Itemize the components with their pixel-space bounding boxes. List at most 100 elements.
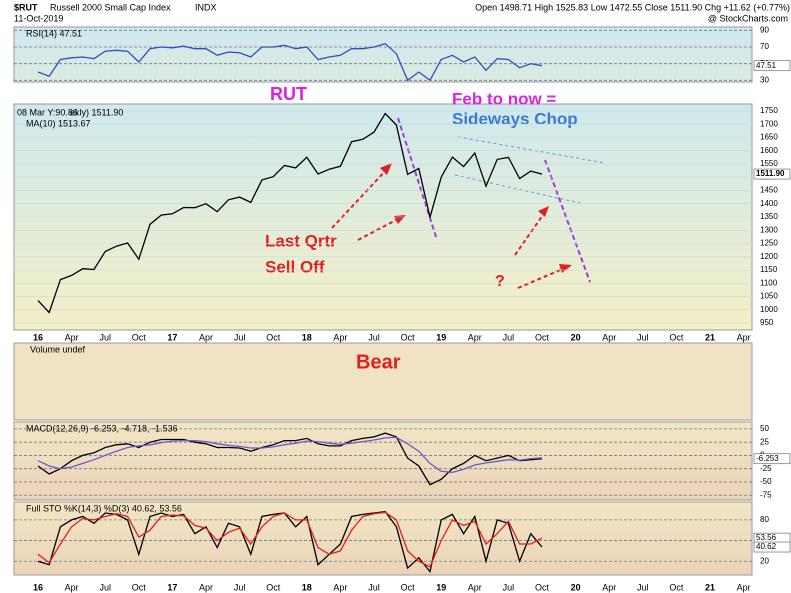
index-name: Russell 2000 Small Cap Index [50, 2, 171, 12]
x-tick-label: 17 [167, 332, 177, 342]
arrows [331, 163, 572, 289]
x-tick-label: Oct [669, 582, 684, 592]
data-line [37, 42, 543, 82]
data-line [37, 436, 543, 474]
exchange: INDX [195, 2, 217, 12]
x-tick-label: 18 [302, 332, 312, 342]
y-tick-label: 1350 [760, 212, 778, 221]
last-value-label: 47.51 [756, 61, 777, 70]
panel-label: MACD(12,26,9) -6.253, -4.718, -1.536 [26, 423, 178, 433]
x-tick-label: Oct [535, 582, 550, 592]
x-tick-label: 20 [571, 582, 581, 592]
trend-lines [397, 117, 591, 283]
x-tick-label: Oct [669, 332, 684, 342]
x-tick-label: Apr [737, 582, 751, 592]
x-tick-label: 20 [571, 332, 581, 342]
annotation: Last Qrtr [265, 231, 337, 250]
y-tick-label: 50 [760, 424, 769, 433]
sto-panel [13, 501, 753, 576]
x-tick-label: Jul [234, 332, 246, 342]
data-line [37, 510, 543, 574]
x-tick-label: 21 [705, 332, 715, 342]
data-line [37, 112, 543, 314]
x-tick-label: Apr [65, 582, 79, 592]
x-tick-label: Oct [401, 582, 416, 592]
source: @ StockCharts.com [708, 13, 788, 23]
y-tick-label: 20 [760, 556, 769, 565]
ma-label: MA(10) 1513.67 [26, 118, 91, 128]
x-tick-label: Apr [737, 332, 751, 342]
data-line [37, 511, 543, 568]
last-value-box [753, 453, 791, 465]
y-tick-label: 1700 [760, 119, 778, 128]
x-tick-label: Apr [65, 332, 79, 342]
y-tick-label: 25 [760, 437, 769, 446]
y-tick-label: 1550 [760, 159, 778, 168]
y-tick-label: 1300 [760, 225, 778, 234]
x-tick-label: Apr [602, 582, 616, 592]
y-tick-label: 1150 [760, 265, 778, 274]
last-value-label: -6.253 [756, 454, 779, 463]
y-tick-label: 1100 [760, 278, 778, 287]
y-tick-label: 1400 [760, 199, 778, 208]
y-tick-label: 70 [760, 42, 769, 51]
x-tick-label: Jul [368, 582, 380, 592]
panel-label: RSI(14) 47.51 [26, 28, 82, 38]
y-tick-label: 1450 [760, 186, 778, 195]
x-tick-label: Oct [132, 582, 147, 592]
x-tick-label: Apr [602, 332, 616, 342]
x-tick-label: 17 [167, 582, 177, 592]
annotation: RUT [270, 84, 307, 104]
x-tick-label: Oct [266, 332, 281, 342]
x-tick-label: Jul [368, 332, 380, 342]
y-tick-label: 1200 [760, 252, 778, 261]
overlay-label: 08 Mar Y:90.86 [17, 107, 78, 117]
y-tick-label: 1000 [760, 305, 778, 314]
x-tick-label: 16 [33, 332, 43, 342]
macd-panel [13, 421, 753, 501]
panel-label: Full STO %K(14,3) %D(3) 40.62, 53.56 [26, 503, 182, 513]
x-tick-label: Oct [132, 332, 147, 342]
volume-label: Volume undef [30, 344, 86, 354]
annotation: Sideways Chop [452, 109, 578, 128]
x-tick-label: Apr [333, 332, 347, 342]
y-tick-label: 30 [760, 75, 769, 84]
y-tick-label: 1250 [760, 239, 778, 248]
y-tick-label: 1750 [760, 106, 778, 115]
y-tick-label: -25 [760, 464, 772, 473]
y-tick-label: 1650 [760, 133, 778, 142]
last-value-box [753, 541, 791, 553]
annotation: Bear [356, 351, 401, 373]
x-tick-label: Apr [199, 582, 213, 592]
y-tick-label: 950 [760, 318, 774, 327]
last-value-label: 40.62 [756, 542, 777, 551]
quote: Open 1498.71 High 1525.83 Low 1472.55 Cl… [475, 2, 790, 12]
x-tick-label: Jul [99, 332, 111, 342]
y-tick-label: 1050 [760, 292, 778, 301]
x-tick-label: Jul [503, 582, 515, 592]
panel-label: ekly) 1511.90 [70, 107, 123, 117]
x-tick-label: Apr [468, 582, 482, 592]
x-tick-label: Jul [503, 332, 515, 342]
y-tick-label: -50 [760, 477, 772, 486]
x-tick-label: Oct [266, 582, 281, 592]
x-tick-label: 19 [436, 582, 446, 592]
x-tick-label: Apr [199, 332, 213, 342]
x-tick-label: 18 [302, 582, 312, 592]
annotation: Feb to now = [452, 89, 556, 108]
rsi-panel [13, 26, 753, 83]
y-tick-label: 90 [760, 25, 769, 34]
y-tick-label: 80 [760, 515, 769, 524]
last-value-label: 53.56 [756, 533, 777, 542]
last-value-label: 1511.90 [756, 169, 785, 178]
x-tick-label: Jul [637, 332, 649, 342]
y-tick-label: -75 [760, 490, 772, 499]
date: 11-Oct-2019 [14, 13, 63, 23]
last-value-box [753, 60, 791, 72]
x-tick-label: Apr [333, 582, 347, 592]
x-tick-label: 19 [436, 332, 446, 342]
x-tick-label: Oct [401, 332, 416, 342]
last-value-box [753, 168, 791, 180]
symbol: $RUT [14, 2, 38, 12]
